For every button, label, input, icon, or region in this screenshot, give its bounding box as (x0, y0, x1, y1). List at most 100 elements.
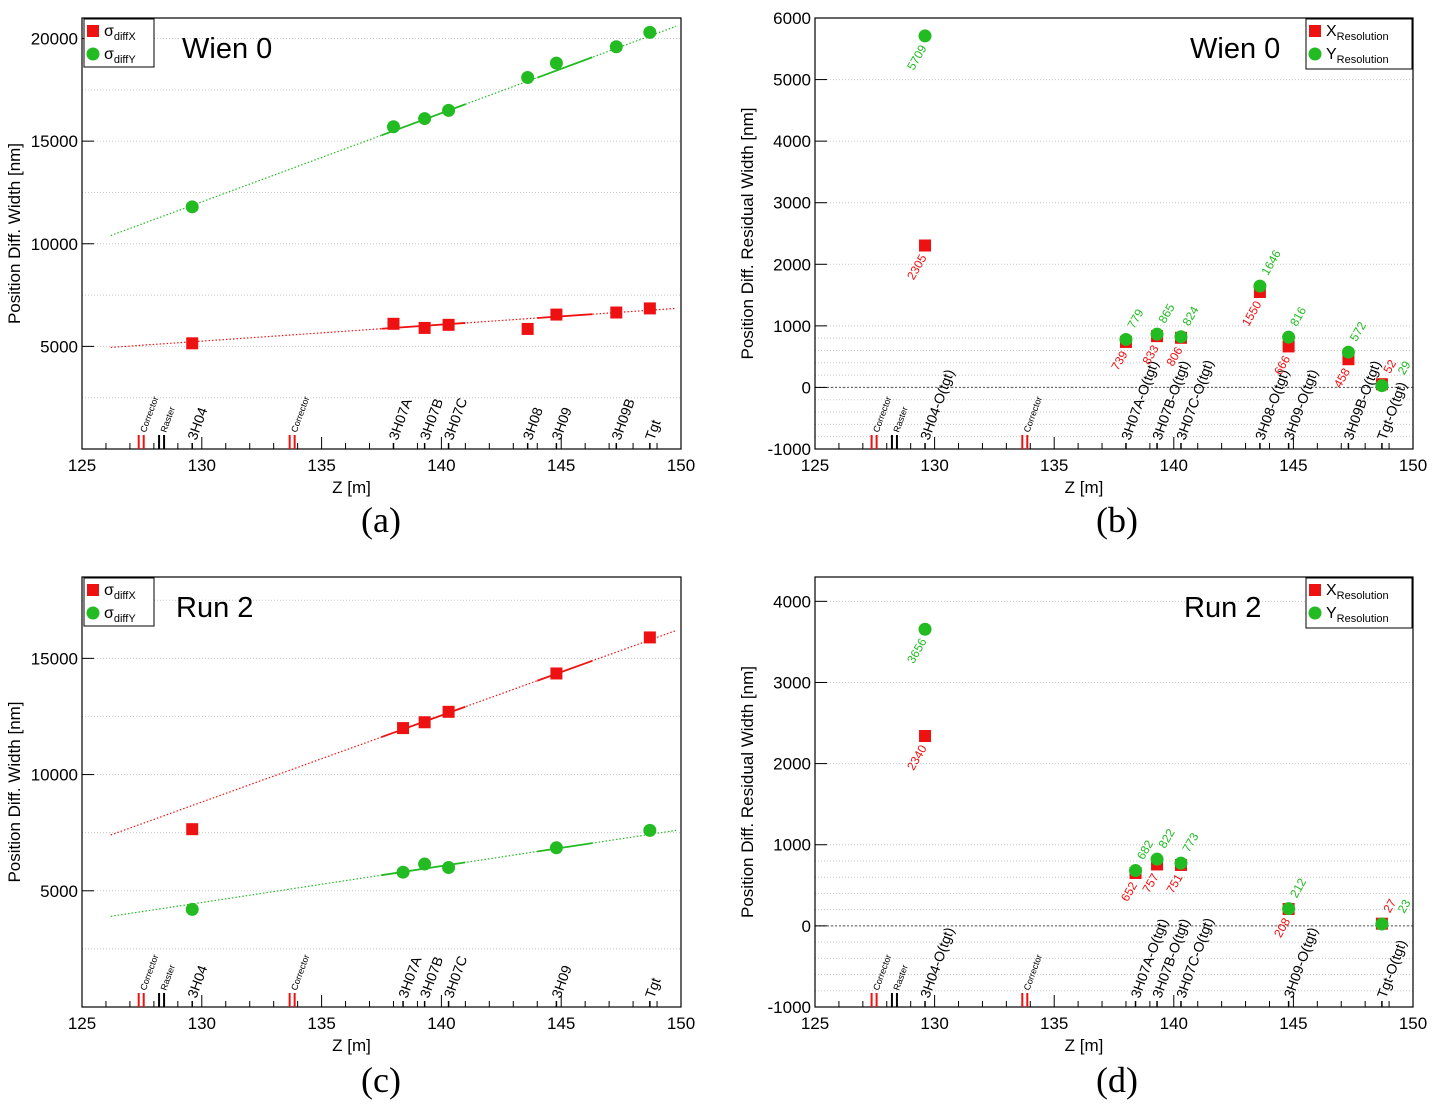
data-point-x (418, 716, 431, 729)
legend-label: YResolution (1326, 605, 1389, 625)
plot-frame (814, 17, 1414, 450)
x-tick-label: 130 (920, 456, 948, 475)
x-tick-label: 140 (427, 456, 455, 475)
data-point-y (1375, 379, 1389, 393)
chart-title: Run 2 (1184, 592, 1261, 624)
value-label: 1646 (1258, 247, 1284, 277)
element-label: 3H09 (548, 405, 575, 442)
legend-label-main: σ (104, 605, 114, 622)
element-label: Tgt (642, 975, 664, 1000)
y-tick-label: 6000 (773, 9, 811, 28)
value-label: 824 (1179, 304, 1201, 329)
y-axis-label: Position Diff. Residual Width [nm] (738, 108, 757, 360)
chart-title: Wien 0 (1190, 33, 1280, 65)
data-point-y (185, 902, 199, 916)
y-tick-label: 2000 (773, 755, 811, 774)
value-label: 212 (1287, 876, 1309, 901)
element-label: 3H09B (608, 396, 638, 442)
y-tick-label: 10000 (31, 766, 78, 785)
element-label: Raster (159, 963, 177, 991)
value-label: 5709 (904, 42, 930, 72)
element-label: Corrector (871, 953, 893, 992)
y-tick-label: 4000 (773, 592, 811, 611)
y-tick-label: -1000 (768, 998, 811, 1017)
data-point-x (550, 667, 563, 680)
data-point-y (185, 200, 199, 214)
legend-swatch (87, 584, 99, 596)
data-point-y (918, 29, 932, 43)
x-tick-label: 125 (801, 456, 829, 475)
y-tick-label: 0 (802, 378, 811, 397)
value-label: 739 (1108, 348, 1130, 373)
element-label: 3H09-O(tgt) (1280, 925, 1320, 1000)
value-label: 757 (1140, 871, 1162, 896)
x-tick-label: 125 (68, 456, 96, 475)
legend-label: XResolution (1326, 582, 1389, 602)
data-point-x (442, 318, 455, 331)
element-label: 3H07A (385, 396, 415, 442)
legend: XResolution YResolution (1305, 577, 1413, 629)
value-label: 458 (1331, 365, 1353, 390)
legend-swatch (87, 25, 99, 37)
value-label: 2340 (904, 742, 930, 772)
x-tick-label: 125 (68, 1014, 96, 1033)
legend-box (1305, 577, 1413, 629)
x-tick-label: 130 (188, 1014, 216, 1033)
chart-d: 125 130 135 140 145 150 -1000 0 1000 2000 3000 4000… (738, 576, 1427, 1100)
value-label: 773 (1179, 830, 1201, 855)
data-point-y (609, 40, 623, 54)
y-tick-label: 0 (802, 917, 811, 936)
legend-box (1305, 18, 1413, 70)
element-label: Corrector (871, 395, 893, 434)
panel-label: (a) (361, 500, 401, 540)
y-tick-label: 3000 (773, 673, 811, 692)
element-label: Tgt (642, 417, 664, 442)
x-axis-label: Z [m] (332, 478, 371, 497)
y-tick-label: 15000 (31, 649, 78, 668)
data-point-y (643, 823, 657, 837)
y-tick-label: 1000 (773, 317, 811, 336)
y-axis-label: Position Diff. Residual Width [nm] (738, 666, 757, 918)
x-tick-label: 135 (307, 456, 335, 475)
legend-label-sub: diffX (114, 590, 136, 602)
legend-swatch (1309, 584, 1321, 596)
legend-label: YResolution (1326, 46, 1389, 66)
data-point-y (1119, 332, 1133, 346)
data-point-x (442, 705, 455, 718)
legend: XResolution YResolution (1305, 18, 1413, 70)
y-tick-label: 3000 (773, 194, 811, 213)
legend-label-sub: diffY (114, 54, 136, 66)
element-label: 3H08 (519, 405, 546, 442)
fit-segment (537, 842, 593, 853)
value-label: 208 (1271, 915, 1293, 940)
legend-label-main: X (1326, 582, 1337, 599)
element-label: 3H04 (184, 405, 211, 442)
x-axis-label: Z [m] (1065, 478, 1104, 497)
chart-a: 125 130 135 140 145 150 5000 10000 15000 20000 Z [… (5, 17, 695, 540)
value-label: 652 (1118, 879, 1140, 904)
x-tick-label: 150 (1399, 456, 1427, 475)
data-point-x (550, 308, 563, 321)
x-tick-label: 130 (920, 1014, 948, 1033)
value-label: 2305 (904, 252, 930, 282)
value-label: 822 (1156, 826, 1178, 851)
data-point-x (418, 321, 431, 334)
data-point-y (1253, 279, 1267, 293)
legend-label: σdiffX (104, 582, 136, 602)
y-axis-label: Position Diff. Width [nm] (5, 143, 24, 324)
data-point-x (387, 317, 400, 330)
element-label: Corrector (289, 395, 311, 434)
legend-label-main: σ (104, 582, 114, 599)
element-label: Raster (891, 405, 909, 433)
data-point-x (1282, 340, 1295, 353)
y-tick-label: 5000 (40, 882, 78, 901)
data-point-y (643, 25, 657, 39)
legend-label: XResolution (1326, 23, 1389, 43)
data-point-y (918, 622, 932, 636)
element-label: Corrector (138, 953, 160, 992)
data-point-x (643, 302, 656, 315)
element-label: 3H04-O(tgt) (917, 367, 957, 442)
